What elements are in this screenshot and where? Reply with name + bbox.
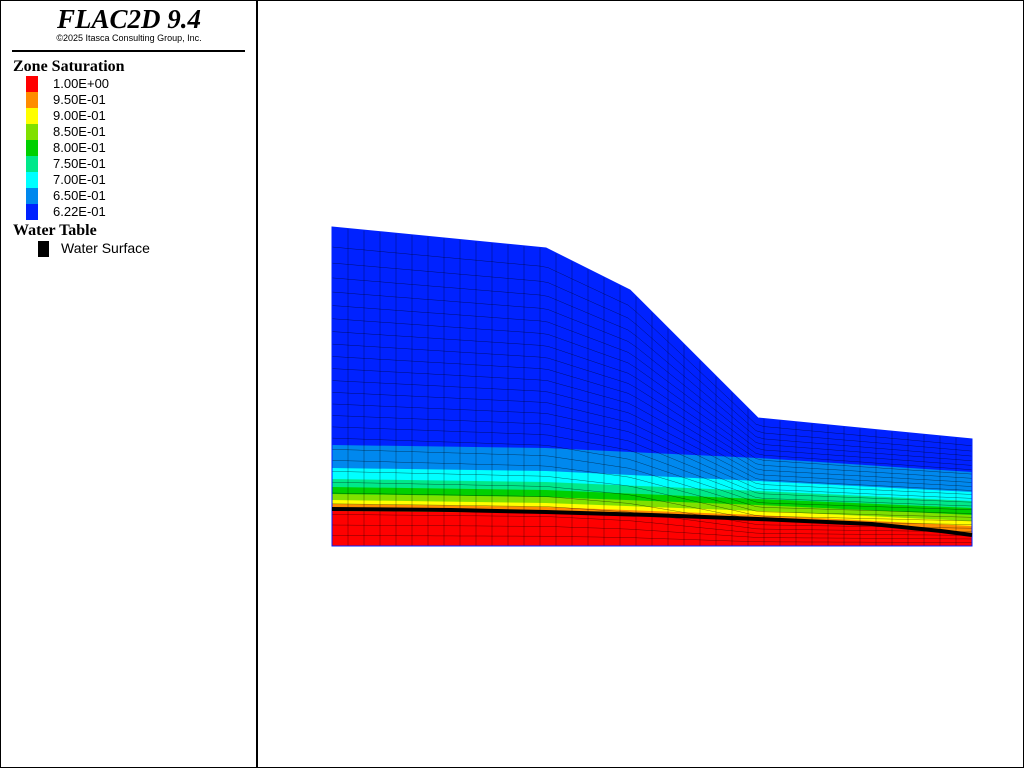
water-surface-label: Water Surface — [61, 240, 150, 256]
saturation-legend-label: 6.22E-01 — [53, 204, 106, 219]
mesh-row-line — [332, 524, 972, 540]
mesh-row-line — [332, 380, 972, 491]
mesh-row-line — [332, 492, 972, 529]
mesh-row-line — [332, 471, 972, 522]
mesh-row-line — [332, 514, 972, 536]
mesh-row-line — [332, 318, 972, 471]
saturation-legend-label: 6.50E-01 — [53, 188, 106, 203]
saturation-swatch — [26, 124, 38, 140]
zone-mesh — [332, 227, 972, 546]
mesh-row-line — [332, 291, 972, 462]
mesh-row-line — [332, 449, 972, 514]
saturation-legend-label: 1.00E+00 — [53, 76, 110, 91]
copyright-notice: ©2025 Itasca Consulting Group, Inc. — [56, 33, 202, 43]
saturation-legend-label: 7.00E-01 — [53, 172, 106, 187]
zone-saturation-heading: Zone Saturation — [13, 58, 125, 75]
mesh-row-line — [332, 368, 972, 487]
mesh-row-line — [332, 246, 972, 446]
model-outline — [331, 226, 973, 547]
mesh-row-line — [332, 343, 972, 479]
mesh-row-line — [332, 305, 972, 466]
model-plot — [331, 226, 973, 547]
saturation-swatch — [26, 108, 38, 124]
saturation-legend-label: 8.50E-01 — [53, 124, 106, 139]
mesh-row-line — [332, 262, 972, 452]
mesh-row-line — [332, 460, 972, 518]
mesh-row-line — [332, 277, 972, 457]
saturation-legend-label: 9.50E-01 — [53, 92, 106, 107]
mesh-row-line — [332, 356, 972, 483]
saturation-color-bar — [26, 76, 38, 220]
mesh-row-line — [332, 331, 972, 475]
legend-panel: FLAC2D 9.4 ©2025 Itasca Consulting Group… — [1, 1, 258, 767]
saturation-legend-label: 9.00E-01 — [53, 108, 106, 123]
saturation-swatch — [26, 140, 38, 156]
mesh-row-line — [332, 392, 972, 495]
mesh-row-line — [332, 535, 972, 543]
saturation-swatch — [26, 188, 38, 204]
title-divider — [12, 50, 245, 52]
saturation-swatch — [26, 204, 38, 220]
mesh-row-line — [332, 415, 972, 503]
water-table-heading: Water Table — [13, 222, 97, 239]
saturation-legend-label: 7.50E-01 — [53, 156, 106, 171]
app-title: FLAC2D 9.4 — [56, 4, 202, 34]
mesh-row-line — [332, 403, 972, 499]
saturation-contour-field — [332, 227, 972, 546]
mesh-row-line — [332, 437, 972, 511]
saturation-swatch — [26, 156, 38, 172]
water-surface-swatch — [38, 241, 49, 257]
saturation-legend-label: 8.00E-01 — [53, 140, 106, 155]
mesh-row-line — [332, 426, 972, 507]
saturation-swatch — [26, 172, 38, 188]
saturation-swatch — [26, 92, 38, 108]
water-surface-line — [331, 507, 973, 537]
saturation-swatch — [26, 76, 38, 92]
